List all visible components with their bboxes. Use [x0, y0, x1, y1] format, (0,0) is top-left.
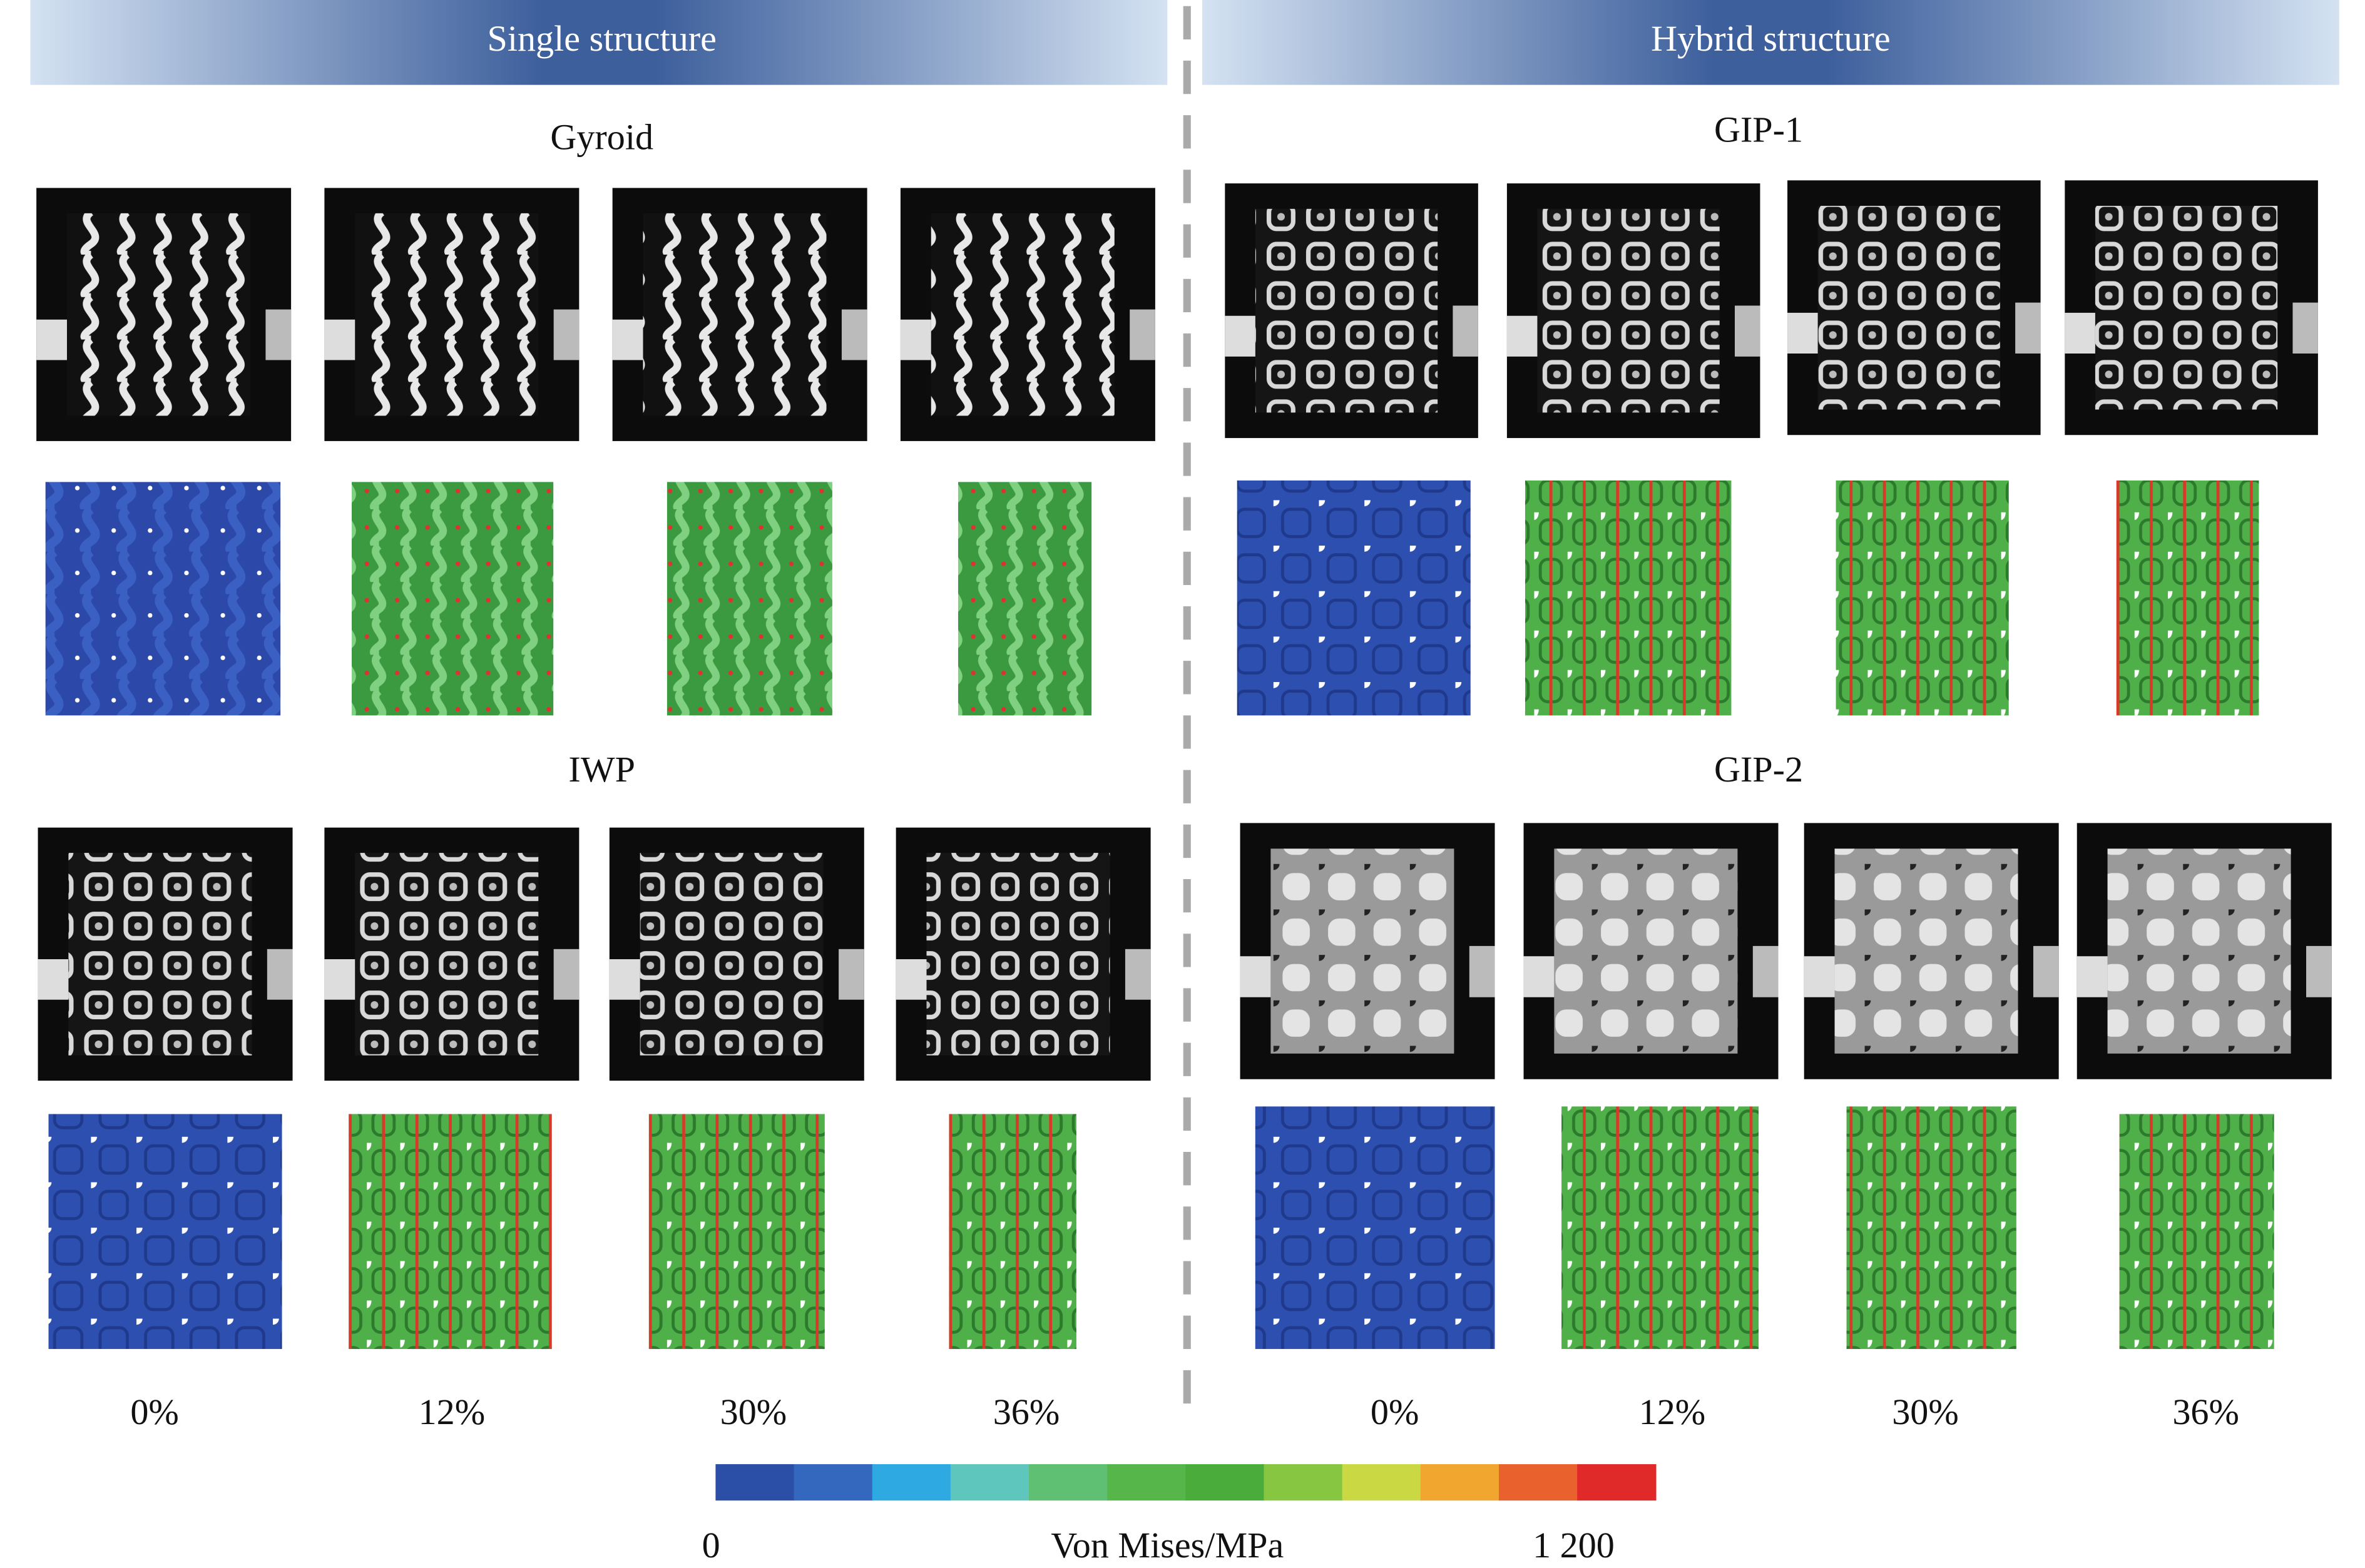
colorbar [715, 1464, 1657, 1501]
specimen-photo [1255, 208, 1438, 413]
fixture [900, 319, 931, 360]
simulation [1525, 480, 1732, 716]
fixture [1804, 956, 1835, 997]
fixture [1225, 315, 1255, 357]
colorbar-segment [1185, 1464, 1265, 1501]
simulation [949, 1114, 1076, 1349]
header-title: Single structure [487, 18, 716, 59]
fixture [1506, 315, 1538, 357]
colorbar-max: 1 200 [1533, 1525, 1615, 1565]
simulation [1255, 1106, 1495, 1349]
simulation [2116, 480, 2259, 716]
specimen-photo [931, 213, 1115, 416]
fixture [612, 319, 643, 360]
fixture [38, 959, 69, 1000]
strain-label: 12% [419, 1392, 486, 1432]
specimen-photo [1834, 848, 2018, 1054]
fixture [1453, 305, 1478, 357]
fixture [1130, 309, 1155, 360]
simulation [352, 482, 554, 716]
header-bar [30, 0, 1168, 85]
strain-label: 30% [1892, 1392, 1959, 1432]
fixture [1125, 949, 1151, 1000]
fixture [2033, 945, 2059, 997]
fixture [841, 309, 867, 360]
fixture [553, 309, 580, 360]
colorbar-segment [1029, 1464, 1108, 1501]
simulation [45, 482, 281, 716]
specimen-photo [355, 853, 539, 1056]
specimen-photo [2107, 848, 2291, 1054]
simulation [648, 1114, 825, 1349]
colorbar-segment [794, 1464, 873, 1501]
specimen-photo [926, 853, 1110, 1056]
strain-label: 0% [1371, 1392, 1419, 1432]
fixture [2015, 302, 2041, 354]
fixture [896, 959, 927, 1000]
specimen-photo [1270, 848, 1454, 1054]
colorbar-min: 0 [702, 1525, 720, 1565]
simulation [349, 1114, 552, 1349]
simulation [1237, 480, 1471, 716]
fixture [1752, 945, 1779, 997]
strain-label: 0% [130, 1392, 178, 1432]
strain-label: 36% [2172, 1392, 2239, 1432]
fixture [1523, 956, 1555, 997]
specimen-photo [1554, 848, 1738, 1054]
colorbar-segment [1498, 1464, 1578, 1501]
specimen-photo [640, 853, 824, 1056]
fixture [839, 949, 864, 1000]
fixture [267, 949, 293, 1000]
panel-title: GIP-1 [1714, 109, 1803, 150]
strain-label: 36% [993, 1392, 1060, 1432]
specimen-photo [1817, 205, 2000, 410]
strain-label: 30% [720, 1392, 787, 1432]
fixture [324, 959, 355, 1000]
fixture [1469, 945, 1495, 997]
specimen-photo [1537, 208, 1720, 413]
fixture [2076, 956, 2108, 997]
fixture [1734, 305, 1760, 357]
colorbar-segment [1577, 1464, 1657, 1501]
header-title: Hybrid structure [1651, 18, 1891, 59]
specimen-photo [2095, 205, 2278, 410]
specimen-photo [66, 213, 250, 416]
fixture [2065, 312, 2095, 354]
fixture [265, 309, 292, 360]
fixture [2292, 302, 2318, 354]
colorbar-segment [1107, 1464, 1187, 1501]
fixture [609, 959, 640, 1000]
simulation [2119, 1114, 2274, 1349]
fixture [36, 319, 67, 360]
fixture [553, 949, 580, 1000]
header-bar [1202, 0, 2339, 85]
colorbar-segment [1342, 1464, 1422, 1501]
colorbar-segment [1264, 1464, 1343, 1501]
specimen-photo [68, 853, 252, 1056]
specimen-photo [643, 213, 827, 416]
simulation [48, 1114, 282, 1349]
colorbar-label: Von Mises/MPa [1051, 1525, 1284, 1565]
colorbar-segment [950, 1464, 1030, 1501]
simulation [1846, 1106, 2016, 1349]
fixture [1240, 956, 1271, 997]
panel-title: GIP-2 [1714, 749, 1803, 790]
simulation [667, 482, 832, 716]
simulation [958, 482, 1092, 716]
simulation [1836, 480, 2009, 716]
fixture [324, 319, 355, 360]
panel-title: IWP [568, 749, 635, 790]
images [36, 180, 2332, 1349]
strain-label: 12% [1639, 1392, 1706, 1432]
fixture [2306, 945, 2332, 997]
colorbar-segment [872, 1464, 952, 1501]
specimen-photo [355, 213, 539, 416]
fixture [1787, 312, 1818, 354]
panel-title: Gyroid [550, 117, 653, 158]
simulation [1561, 1106, 1759, 1349]
colorbar-segment [715, 1464, 795, 1501]
colorbar-segment [1420, 1464, 1500, 1501]
